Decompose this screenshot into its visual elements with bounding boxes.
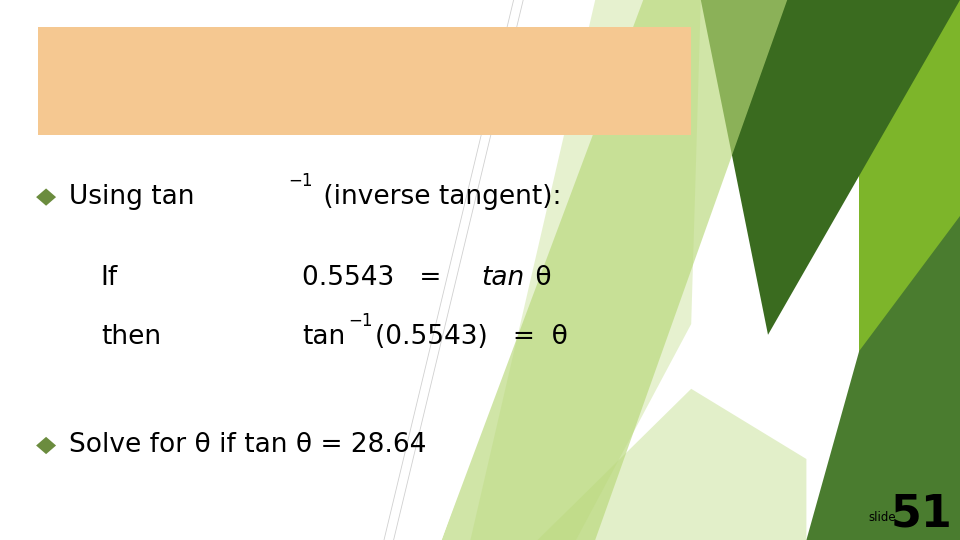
Bar	[38, 27, 691, 135]
Text: 0.5543   =: 0.5543 =	[302, 265, 459, 291]
Polygon shape	[806, 216, 960, 540]
Text: Solve for θ if tan θ = 28.64: Solve for θ if tan θ = 28.64	[69, 433, 426, 458]
Polygon shape	[701, 0, 960, 335]
Polygon shape	[36, 437, 56, 454]
Text: (0.5543)   =  θ: (0.5543) = θ	[375, 325, 568, 350]
Text: If: If	[101, 265, 118, 291]
Text: tan: tan	[481, 265, 524, 291]
Polygon shape	[36, 188, 56, 206]
Text: slide: slide	[869, 511, 897, 524]
Polygon shape	[442, 0, 787, 540]
Text: tan: tan	[302, 325, 346, 350]
Text: then: then	[101, 325, 161, 350]
Polygon shape	[538, 389, 806, 540]
Text: 51: 51	[891, 492, 952, 536]
Text: Using tan: Using tan	[69, 184, 195, 210]
Text: −1: −1	[348, 312, 373, 330]
Polygon shape	[470, 0, 701, 540]
Text: θ: θ	[527, 265, 552, 291]
Text: (inverse tangent):: (inverse tangent):	[315, 184, 562, 210]
Polygon shape	[859, 0, 960, 540]
Polygon shape	[336, 0, 643, 540]
Text: −1: −1	[288, 172, 313, 190]
